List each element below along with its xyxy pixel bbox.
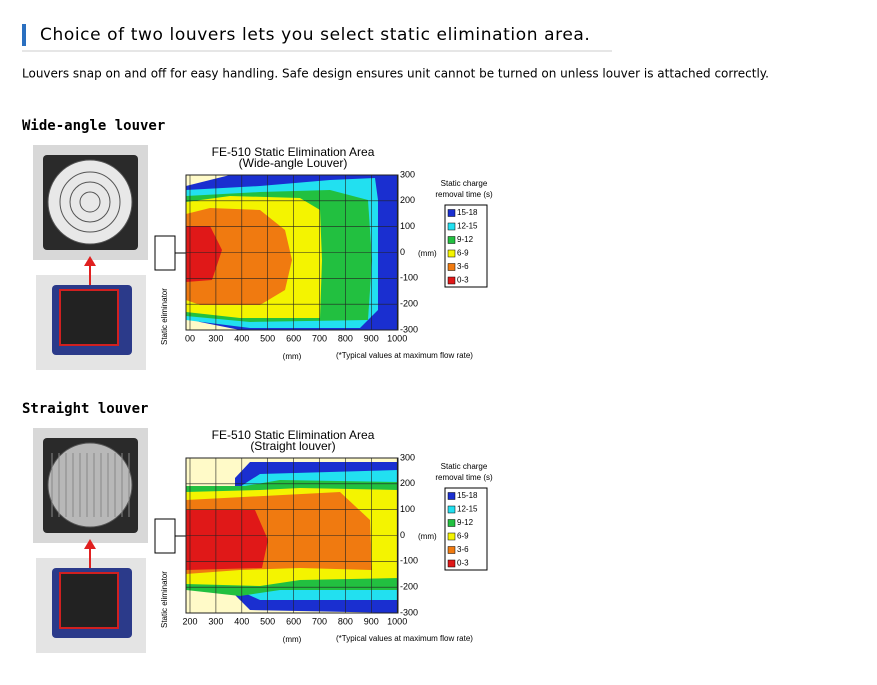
legend-title: Static charge [441, 179, 488, 188]
legend-swatch [447, 532, 456, 541]
x-tick-label: 900 [364, 616, 379, 626]
legend-label: 9-12 [457, 518, 474, 527]
x-unit: (mm) [283, 635, 302, 644]
legend-swatch [447, 209, 456, 217]
y-tick-label: -300 [400, 607, 418, 617]
unit-face [59, 289, 119, 346]
legend-label: 6-9 [457, 532, 469, 541]
plot-frame [185, 457, 399, 614]
x-tick-label: 500 [260, 616, 275, 626]
x-tick-label: 900 [364, 333, 379, 343]
x-tick-label: 200 [182, 616, 197, 626]
x-tick-label: 300 [208, 333, 223, 343]
x-tick-label: 300 [208, 616, 223, 626]
arrow-head [84, 539, 96, 549]
legend-swatch [447, 249, 456, 258]
legend-swatch [447, 276, 456, 285]
y-tick-label: -100 [400, 273, 418, 283]
y-tick-label: -200 [400, 299, 418, 309]
chart-title: FE-510 Static Elimination Area [212, 428, 375, 442]
legend-label: 0-3 [457, 559, 469, 568]
legend-label: 15-18 [457, 208, 478, 217]
chart-title: FE-510 Static Elimination Area [212, 145, 375, 159]
legend-label: 3-6 [457, 262, 469, 271]
legend-swatch [447, 263, 456, 271]
unit-face [59, 572, 119, 629]
plot-frame [185, 174, 399, 331]
louver-ring [59, 171, 121, 233]
side-label: Static eliminator [160, 571, 169, 628]
x-tick-label: 700 [312, 616, 327, 626]
y-unit: (mm) [418, 532, 437, 541]
x-tick-label: 800 [338, 333, 353, 343]
x-tick-label: 700 [312, 333, 327, 343]
louver-ring [69, 181, 111, 223]
x-tick-label: 500 [260, 333, 275, 343]
legend-swatch [447, 492, 456, 500]
contour [186, 226, 222, 282]
y-unit: (mm) [418, 249, 437, 258]
chart-subtitle: (Wide-angle Louver) [239, 156, 348, 170]
y-tick-label: 100 [400, 504, 415, 514]
legend-title: Static charge [441, 462, 488, 471]
chart-note: (*Typical values at maximum flow rate) [336, 351, 473, 360]
legend-title: removal time (s) [435, 473, 493, 482]
louver-grille [47, 159, 133, 245]
x-tick-label: 600 [286, 616, 301, 626]
legend-box [444, 487, 488, 571]
x-tick-label: 800 [338, 616, 353, 626]
legend-swatch [447, 519, 456, 527]
y-tick-label: 200 [400, 478, 415, 488]
eliminator-box [154, 235, 176, 271]
y-tick-label: 300 [400, 452, 415, 462]
legend-label: 0-3 [457, 276, 469, 285]
x-tick-label: 1000 [387, 333, 407, 343]
section-heading: Wide-angle louver [22, 118, 165, 134]
section-heading: Straight louver [22, 401, 148, 417]
legend-swatch [447, 505, 456, 514]
arrow-head [84, 256, 96, 266]
legend-swatch [447, 559, 456, 568]
louver-ring [79, 191, 101, 213]
legend-swatch [447, 546, 456, 554]
eliminator-box [154, 518, 176, 554]
title-bar [22, 24, 26, 46]
legend-label: 9-12 [457, 235, 474, 244]
legend-label: 15-18 [457, 491, 478, 500]
y-tick-label: -300 [400, 324, 418, 334]
legend-swatch [447, 222, 456, 231]
louver-grille [47, 442, 133, 528]
x-tick-label: 00 [185, 333, 195, 343]
y-tick-label: 300 [400, 169, 415, 179]
chart-subtitle: (Straight louver) [250, 439, 335, 453]
y-tick-label: 0 [400, 530, 405, 540]
legend-label: 12-15 [457, 222, 478, 231]
x-tick-label: 600 [286, 333, 301, 343]
contour [186, 510, 268, 570]
description: Louvers snap on and off for easy handlin… [22, 67, 769, 81]
page-title: Choice of two louvers lets you select st… [40, 25, 590, 45]
legend-title: removal time (s) [435, 190, 493, 199]
legend-label: 12-15 [457, 505, 478, 514]
y-tick-label: 0 [400, 247, 405, 257]
legend-swatch [447, 236, 456, 244]
legend-label: 6-9 [457, 249, 469, 258]
legend-label: 3-6 [457, 545, 469, 554]
x-tick-label: 400 [234, 333, 249, 343]
x-unit: (mm) [283, 352, 302, 361]
x-tick-label: 400 [234, 616, 249, 626]
side-label: Static eliminator [160, 288, 169, 345]
x-tick-label: 1000 [387, 616, 407, 626]
y-tick-label: 100 [400, 221, 415, 231]
y-tick-label: 200 [400, 195, 415, 205]
y-tick-label: -200 [400, 582, 418, 592]
chart-note: (*Typical values at maximum flow rate) [336, 634, 473, 643]
legend-box [444, 204, 488, 288]
y-tick-label: -100 [400, 556, 418, 566]
